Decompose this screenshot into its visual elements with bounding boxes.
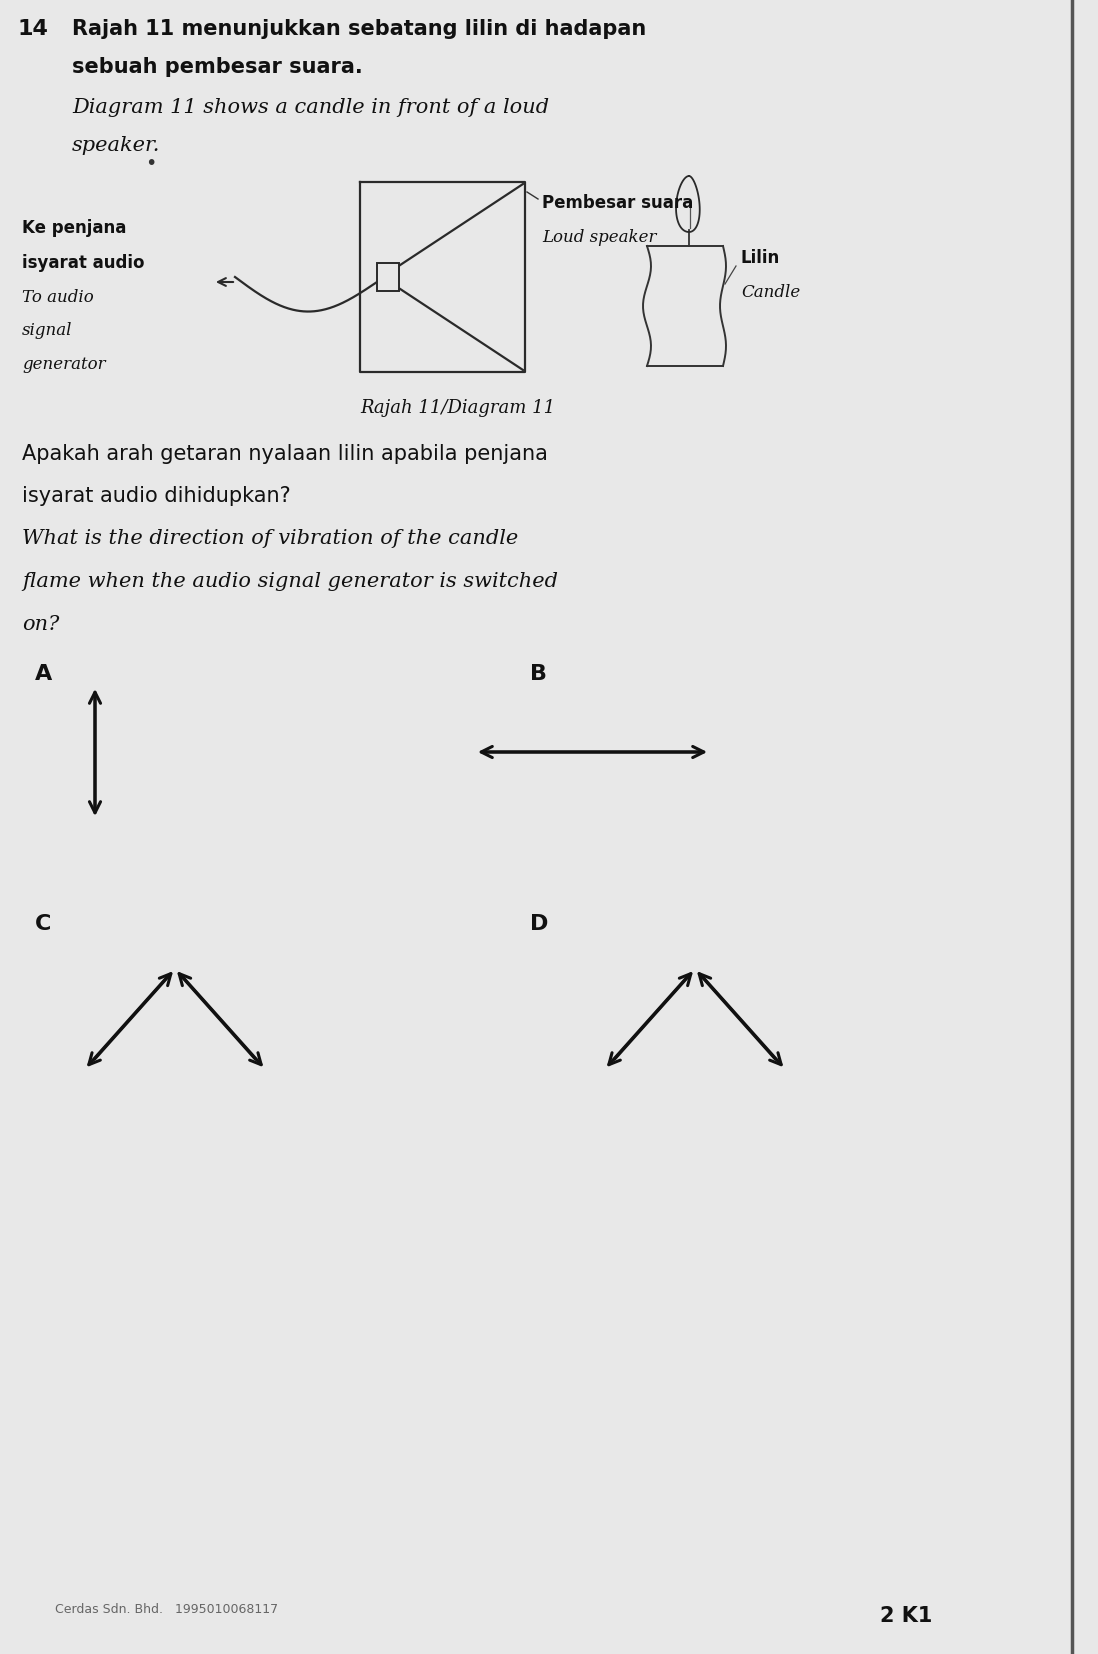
Text: flame when the audio signal generator is switched: flame when the audio signal generator is… <box>22 572 558 590</box>
Text: Lilin: Lilin <box>741 250 781 266</box>
Text: signal: signal <box>22 323 72 339</box>
Text: Apakah arah getaran nyalaan lilin apabila penjana: Apakah arah getaran nyalaan lilin apabil… <box>22 443 548 465</box>
Text: 2 K1: 2 K1 <box>879 1606 932 1626</box>
Text: isyarat audio: isyarat audio <box>22 255 145 271</box>
Text: •: • <box>145 154 156 174</box>
Text: C: C <box>35 915 52 935</box>
Text: Cerdas Sdn. Bhd.   1995010068117: Cerdas Sdn. Bhd. 1995010068117 <box>55 1603 278 1616</box>
Text: Ke penjana: Ke penjana <box>22 218 126 237</box>
Text: What is the direction of vibration of the candle: What is the direction of vibration of th… <box>22 529 518 547</box>
Text: on?: on? <box>22 615 59 633</box>
Text: Pembesar suara: Pembesar suara <box>542 194 693 212</box>
Text: speaker.: speaker. <box>72 136 160 155</box>
Text: B: B <box>530 663 547 685</box>
Text: isyarat audio dihidupkan?: isyarat audio dihidupkan? <box>22 486 291 506</box>
Text: sebuah pembesar suara.: sebuah pembesar suara. <box>72 56 362 78</box>
Text: generator: generator <box>22 356 105 374</box>
Text: D: D <box>530 915 548 935</box>
Text: Rajah 11 menunjukkan sebatang lilin di hadapan: Rajah 11 menunjukkan sebatang lilin di h… <box>72 18 647 40</box>
Text: Rajah 11/Diagram 11: Rajah 11/Diagram 11 <box>360 399 556 417</box>
Text: To audio: To audio <box>22 289 93 306</box>
Bar <box>377 263 399 291</box>
Text: 14: 14 <box>18 18 49 40</box>
Text: A: A <box>35 663 53 685</box>
Text: Loud speaker: Loud speaker <box>542 228 657 246</box>
Text: Diagram 11 shows a candle in front of a loud: Diagram 11 shows a candle in front of a … <box>72 98 549 117</box>
Text: Candle: Candle <box>741 284 800 301</box>
